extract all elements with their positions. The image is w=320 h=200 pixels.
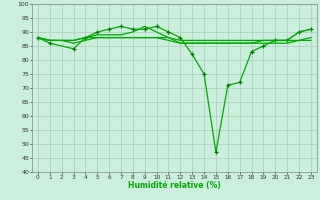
X-axis label: Humidité relative (%): Humidité relative (%): [128, 181, 221, 190]
